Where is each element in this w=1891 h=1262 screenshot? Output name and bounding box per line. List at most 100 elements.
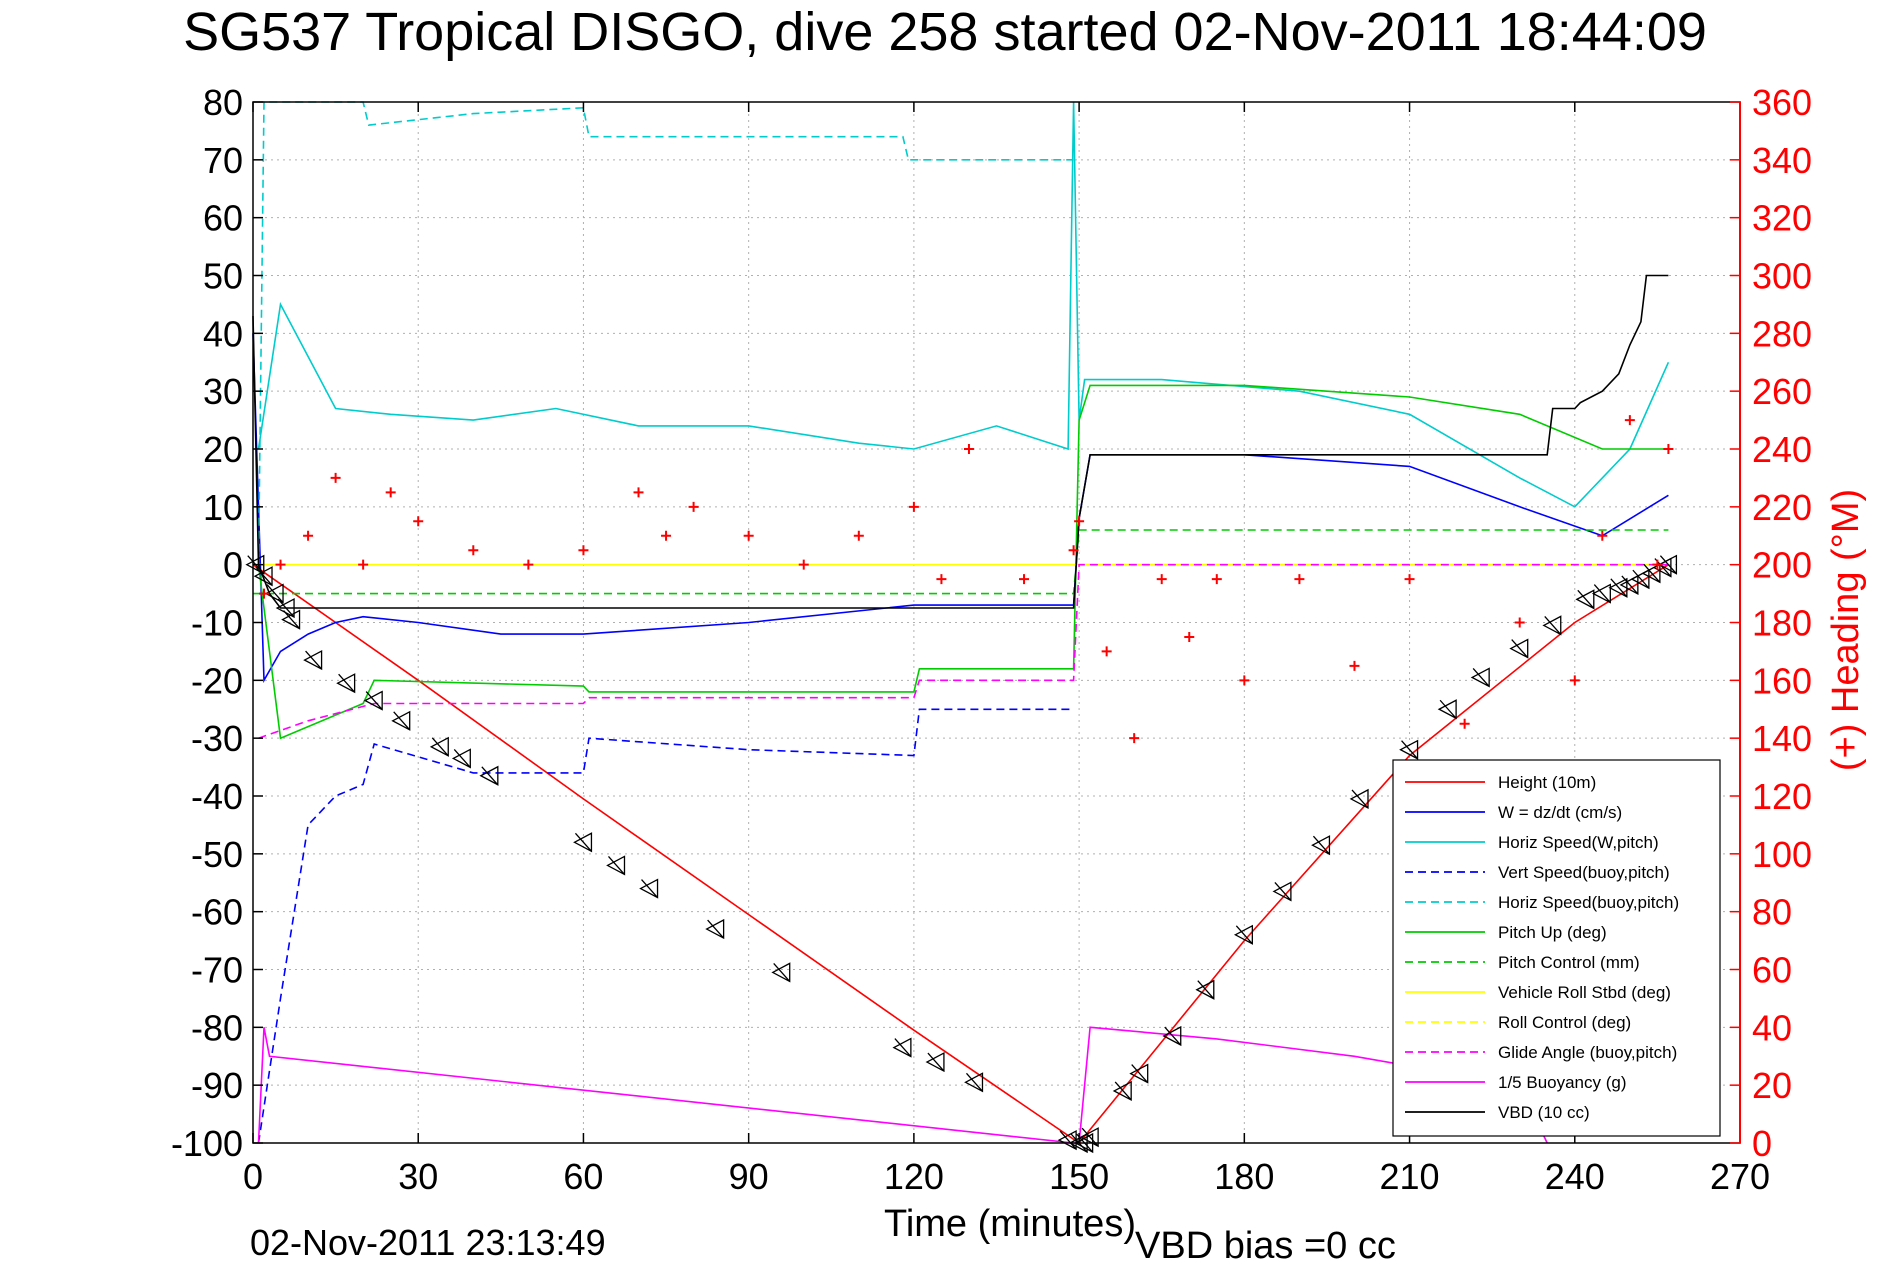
dive-marker xyxy=(1195,979,1215,1000)
heading-point xyxy=(798,559,809,570)
heading-point xyxy=(259,588,270,599)
x-tick-label: 180 xyxy=(1214,1156,1274,1197)
legend-label: Horiz Speed(W,pitch) xyxy=(1498,833,1659,852)
dive-marker xyxy=(1437,699,1457,720)
dive-marker xyxy=(303,650,323,671)
y-right-tick-label: 0 xyxy=(1752,1123,1772,1164)
y-right-tick-label: 180 xyxy=(1752,603,1812,644)
dive-marker xyxy=(336,673,356,694)
dive-marker xyxy=(429,736,449,757)
dive-marker xyxy=(1311,835,1331,856)
dive-marker xyxy=(639,878,659,899)
series-line xyxy=(258,563,1669,739)
dive-marker xyxy=(1575,589,1595,610)
heading-marker-layer xyxy=(259,415,1674,744)
x-tick-label: 30 xyxy=(398,1156,438,1197)
y-right-tick-label: 100 xyxy=(1752,834,1812,875)
y-tick-label: -60 xyxy=(191,892,243,933)
y-tick-label: -100 xyxy=(171,1123,243,1164)
heading-point xyxy=(1569,675,1580,686)
y-tick-label: -10 xyxy=(191,603,243,644)
dive-marker xyxy=(925,1051,945,1073)
y-tick-label: -20 xyxy=(191,660,243,701)
heading-point xyxy=(523,559,534,570)
y-tick-label: 30 xyxy=(203,371,243,412)
heading-point xyxy=(1597,530,1608,541)
dive-marker xyxy=(391,710,411,731)
heading-point xyxy=(1624,415,1635,426)
legend-label: 1/5 Buoyancy (g) xyxy=(1498,1073,1627,1092)
y-axis-right-label: (+) Heading (°M) xyxy=(1825,489,1867,771)
series-line xyxy=(252,274,1669,609)
legend-label: W = dz/dt (cm/s) xyxy=(1498,803,1622,822)
x-tick-label: 150 xyxy=(1049,1156,1109,1197)
y-right-tick-label: 160 xyxy=(1752,660,1812,701)
chart-title: SG537 Tropical DISGO, dive 258 started 0… xyxy=(183,2,1707,62)
heading-point xyxy=(633,487,644,498)
heading-point xyxy=(1404,574,1415,585)
footer-timestamp: 02-Nov-2011 23:13:49 xyxy=(250,1222,606,1262)
y-tick-label: 80 xyxy=(203,82,243,123)
dive-marker xyxy=(705,918,725,940)
legend-label: Glide Angle (buoy,pitch) xyxy=(1498,1043,1677,1062)
x-tick-label: 120 xyxy=(884,1156,944,1197)
dive-marker xyxy=(1608,577,1628,598)
series-line xyxy=(253,529,1669,595)
dive-marker xyxy=(1509,638,1529,659)
heading-point xyxy=(688,501,699,512)
dive-marker xyxy=(964,1072,984,1093)
y-tick-label: 50 xyxy=(203,256,243,297)
y-tick-label: 70 xyxy=(203,140,243,181)
heading-point xyxy=(661,530,672,541)
dive-marker xyxy=(1630,569,1650,590)
dive-marker xyxy=(1349,788,1369,809)
legend-label: Vert Speed(buoy,pitch) xyxy=(1498,863,1670,882)
y-right-tick-label: 340 xyxy=(1752,140,1812,181)
dive-marker xyxy=(1641,563,1661,584)
heading-point xyxy=(1019,574,1030,585)
y-right-tick-label: 240 xyxy=(1752,429,1812,470)
heading-point xyxy=(1101,646,1112,657)
heading-point xyxy=(1652,559,1663,570)
dive-marker xyxy=(1619,574,1639,595)
y-right-tick-label: 140 xyxy=(1752,718,1812,759)
x-tick-label: 60 xyxy=(563,1156,603,1197)
heading-point xyxy=(275,559,286,570)
dive-marker xyxy=(892,1037,912,1058)
heading-point xyxy=(330,472,341,483)
y-tick-label: 0 xyxy=(223,545,243,586)
heading-point xyxy=(963,444,974,454)
heading-point xyxy=(1156,574,1167,585)
heading-point xyxy=(1074,516,1085,527)
dive-marker xyxy=(363,690,383,711)
heading-point xyxy=(385,487,396,498)
legend-label: Pitch Control (mm) xyxy=(1498,953,1640,972)
x-tick-label: 270 xyxy=(1710,1156,1770,1197)
y-tick-label: 40 xyxy=(203,313,243,354)
dive-marker xyxy=(1129,1063,1149,1084)
y-tick-label: -40 xyxy=(191,776,243,817)
dive-marker xyxy=(1112,1080,1132,1102)
y-right-tick-label: 20 xyxy=(1752,1065,1792,1106)
y-right-tick-label: 280 xyxy=(1752,313,1812,354)
heading-point xyxy=(908,501,919,512)
dive-marker xyxy=(281,609,301,630)
dive-marker xyxy=(451,748,471,769)
y-tick-label: -30 xyxy=(191,718,243,759)
dive-marker xyxy=(1399,739,1419,760)
y-right-tick-label: 260 xyxy=(1752,371,1812,412)
heading-point xyxy=(1184,631,1195,642)
y-right-tick-label: 40 xyxy=(1752,1007,1792,1048)
series-line xyxy=(257,708,1074,1144)
heading-point xyxy=(743,530,754,541)
heading-point xyxy=(578,545,589,556)
x-axis-ticks: 0 30 60 90 120 150 180 210 240 270 xyxy=(243,102,1770,1197)
dive-marker xyxy=(253,566,273,587)
legend-label: VBD (10 cc) xyxy=(1498,1103,1590,1122)
legend-box xyxy=(1392,759,1721,1137)
heading-point xyxy=(468,545,479,556)
legend-label: Vehicle Roll Stbd (deg) xyxy=(1498,983,1671,1002)
dive-marker xyxy=(1542,615,1562,636)
dive-marker xyxy=(573,832,593,853)
dive-marker xyxy=(264,583,284,604)
